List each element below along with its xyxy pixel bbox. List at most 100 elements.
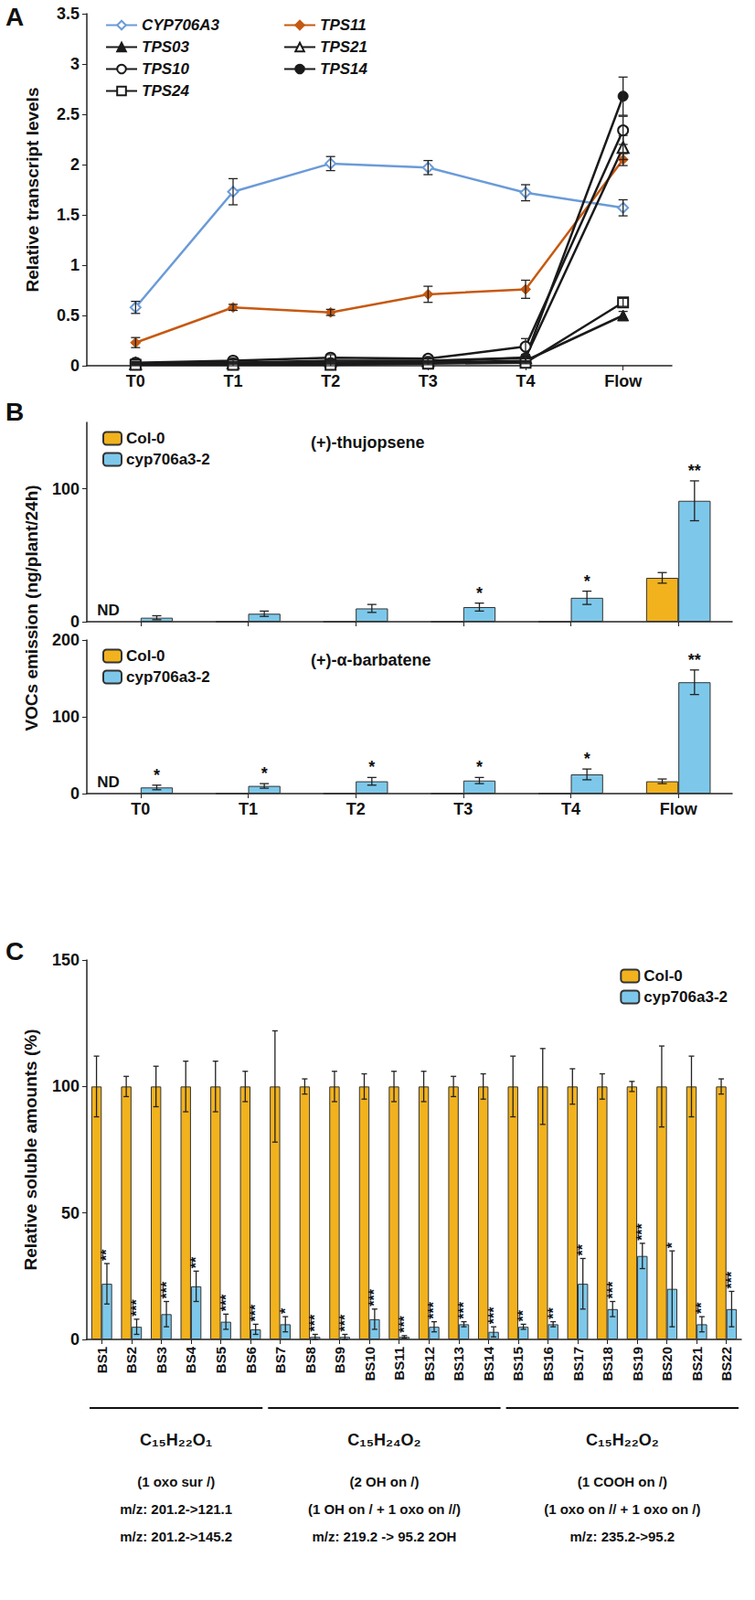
svg-text:VOCs emission (ng/plant/24h): VOCs emission (ng/plant/24h) <box>21 484 42 731</box>
svg-text:T3: T3 <box>418 372 438 391</box>
svg-text:50: 50 <box>61 1203 80 1223</box>
svg-text:**: ** <box>688 650 702 670</box>
svg-text:BS21: BS21 <box>689 1346 705 1382</box>
svg-text:C: C <box>5 936 24 966</box>
svg-text:BS12: BS12 <box>421 1346 437 1382</box>
svg-text:*: * <box>153 765 160 785</box>
svg-text:T3: T3 <box>453 799 473 819</box>
svg-text:3.5: 3.5 <box>56 4 80 23</box>
svg-text:T2: T2 <box>346 799 366 819</box>
svg-text:***: *** <box>337 1313 353 1331</box>
svg-text:Flow: Flow <box>604 372 643 391</box>
svg-text:***: *** <box>456 1300 472 1319</box>
svg-text:T0: T0 <box>126 372 146 391</box>
svg-text:*: * <box>584 572 591 591</box>
svg-text:C₁₅H₂₂O₁: C₁₅H₂₂O₁ <box>139 1430 213 1449</box>
svg-text:Col-0: Col-0 <box>126 647 166 665</box>
svg-text:ND: ND <box>96 601 120 619</box>
svg-text:BS1: BS1 <box>94 1346 110 1373</box>
svg-text:150: 150 <box>52 950 80 969</box>
svg-text:TPS11: TPS11 <box>319 16 367 34</box>
svg-text:C₁₅H₂₄O₂: C₁₅H₂₄O₂ <box>347 1430 421 1449</box>
svg-text:1: 1 <box>70 255 80 275</box>
svg-text:***: *** <box>396 1314 413 1332</box>
svg-text:BS4: BS4 <box>182 1345 199 1373</box>
svg-text:cyp706a3-2: cyp706a3-2 <box>126 668 211 686</box>
svg-text:BS9: BS9 <box>331 1346 348 1373</box>
svg-text:cyp706a3-2: cyp706a3-2 <box>643 988 728 1006</box>
svg-text:***: *** <box>247 1303 264 1321</box>
svg-text:CYP706A3: CYP706A3 <box>141 16 221 34</box>
svg-text:***: *** <box>307 1313 323 1331</box>
svg-text:***: *** <box>218 1293 234 1311</box>
svg-text:TPS10: TPS10 <box>141 60 191 78</box>
svg-text:***: *** <box>723 1270 740 1288</box>
svg-text:BS7: BS7 <box>272 1346 288 1373</box>
svg-text:Flow: Flow <box>659 799 699 819</box>
svg-text:T4: T4 <box>515 372 535 391</box>
svg-text:BS8: BS8 <box>302 1346 319 1373</box>
svg-text:*: * <box>277 1307 294 1314</box>
svg-text:(1 OH on / + 1 oxo on //): (1 OH on / + 1 oxo on //) <box>308 1500 461 1517</box>
svg-text:BS20: BS20 <box>659 1346 675 1382</box>
svg-text:**: ** <box>188 1255 204 1268</box>
svg-text:**: ** <box>545 1306 562 1319</box>
svg-text:100: 100 <box>52 479 80 499</box>
svg-text:0: 0 <box>70 612 80 631</box>
svg-text:BS16: BS16 <box>540 1346 556 1382</box>
svg-text:(1 COOH on /): (1 COOH on /) <box>577 1473 668 1489</box>
svg-text:**: ** <box>98 1248 115 1261</box>
svg-text:BS14: BS14 <box>480 1345 497 1381</box>
svg-text:***: *** <box>366 1287 383 1306</box>
svg-text:(1 oxo sur /): (1 oxo sur /) <box>137 1473 215 1489</box>
svg-text:0: 0 <box>70 784 80 803</box>
svg-text:200: 200 <box>52 630 80 649</box>
svg-text:BS17: BS17 <box>570 1346 586 1382</box>
svg-text:2: 2 <box>70 155 80 174</box>
svg-text:3: 3 <box>70 54 80 74</box>
svg-text:T4: T4 <box>561 799 581 819</box>
svg-text:BS19: BS19 <box>629 1346 646 1382</box>
svg-text:m/z: 201.2->121.1: m/z: 201.2->121.1 <box>119 1500 233 1517</box>
svg-text:0.5: 0.5 <box>56 306 80 325</box>
svg-text:2.5: 2.5 <box>56 105 80 124</box>
svg-text:C₁₅H₂₂O₂: C₁₅H₂₂O₂ <box>585 1430 660 1449</box>
svg-text:TPS03: TPS03 <box>141 38 191 56</box>
svg-text:(+)-thujopsene: (+)-thujopsene <box>310 433 426 452</box>
svg-text:BS5: BS5 <box>212 1346 229 1373</box>
svg-text:BS11: BS11 <box>391 1346 407 1381</box>
svg-text:BS22: BS22 <box>718 1346 734 1382</box>
svg-text:BS13: BS13 <box>450 1346 467 1382</box>
svg-text:100: 100 <box>52 1076 80 1096</box>
svg-text:BS10: BS10 <box>361 1346 378 1382</box>
svg-text:Col-0: Col-0 <box>643 967 683 985</box>
svg-text:*: * <box>261 764 268 783</box>
svg-text:(2 OH on /): (2 OH on /) <box>350 1473 420 1489</box>
svg-text:*: * <box>476 584 483 603</box>
svg-text:0: 0 <box>70 356 80 375</box>
svg-text:1.5: 1.5 <box>56 205 80 224</box>
svg-text:**: ** <box>693 1301 710 1314</box>
svg-text:TPS14: TPS14 <box>319 60 369 78</box>
svg-text:**: ** <box>574 1243 591 1255</box>
svg-text:*: * <box>476 757 483 777</box>
svg-text:***: *** <box>159 1280 175 1298</box>
svg-text:T0: T0 <box>130 799 150 819</box>
svg-text:TPS24: TPS24 <box>141 82 191 100</box>
svg-text:***: *** <box>486 1306 502 1324</box>
svg-text:*: * <box>368 757 375 777</box>
svg-text:*: * <box>664 1241 681 1248</box>
svg-text:TPS21: TPS21 <box>319 38 368 56</box>
svg-text:cyp706a3-2: cyp706a3-2 <box>126 450 211 468</box>
svg-text:ND: ND <box>96 773 120 791</box>
svg-text:m/z: 201.2->145.2: m/z: 201.2->145.2 <box>119 1528 233 1544</box>
svg-text:BS6: BS6 <box>243 1346 259 1373</box>
svg-text:***: *** <box>634 1222 650 1240</box>
svg-text:0: 0 <box>70 1329 80 1349</box>
svg-text:BS15: BS15 <box>510 1346 526 1382</box>
svg-text:BS18: BS18 <box>599 1346 616 1382</box>
svg-text:m/z: 219.2 -> 95.2 2OH: m/z: 219.2 -> 95.2 2OH <box>311 1528 457 1544</box>
svg-text:**: ** <box>688 461 702 480</box>
svg-text:**: ** <box>515 1308 532 1321</box>
svg-text:T2: T2 <box>320 372 341 391</box>
